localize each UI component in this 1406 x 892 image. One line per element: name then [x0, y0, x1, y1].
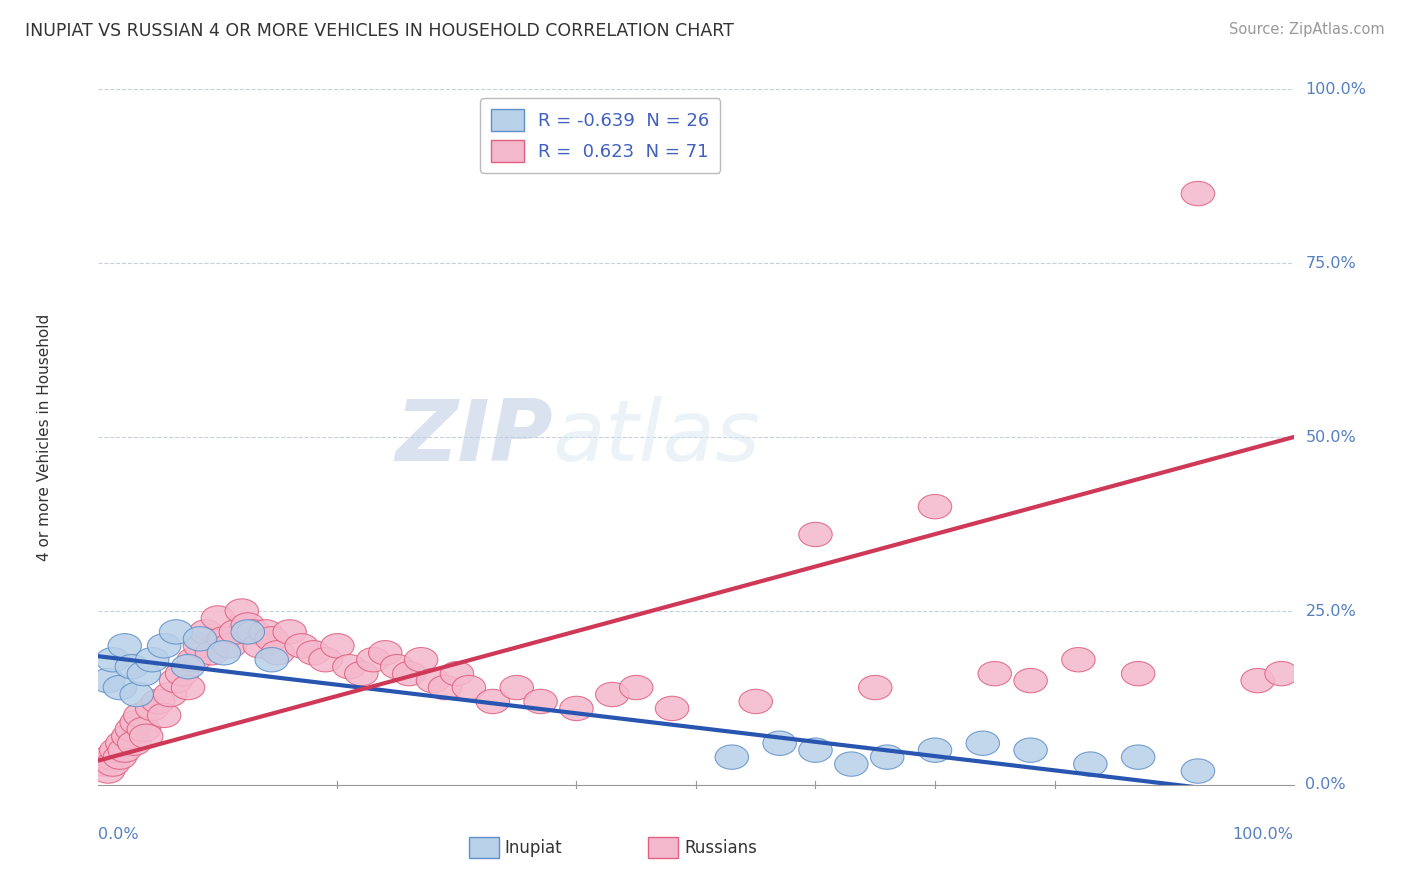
Text: 100.0%: 100.0% — [1306, 82, 1367, 96]
Text: Russians: Russians — [685, 838, 756, 856]
Text: INUPIAT VS RUSSIAN 4 OR MORE VEHICLES IN HOUSEHOLD CORRELATION CHART: INUPIAT VS RUSSIAN 4 OR MORE VEHICLES IN… — [25, 22, 734, 40]
Text: atlas: atlas — [553, 395, 761, 479]
FancyBboxPatch shape — [648, 837, 678, 858]
FancyBboxPatch shape — [470, 837, 499, 858]
Text: 50.0%: 50.0% — [1306, 430, 1357, 444]
Legend: R = -0.639  N = 26, R =  0.623  N = 71: R = -0.639 N = 26, R = 0.623 N = 71 — [481, 98, 720, 173]
Text: Inupiat: Inupiat — [505, 838, 562, 856]
Text: 4 or more Vehicles in Household: 4 or more Vehicles in Household — [37, 313, 52, 561]
Text: 0.0%: 0.0% — [98, 827, 139, 842]
Text: 75.0%: 75.0% — [1306, 256, 1357, 270]
Text: ZIP: ZIP — [395, 395, 553, 479]
Text: Source: ZipAtlas.com: Source: ZipAtlas.com — [1229, 22, 1385, 37]
Text: 100.0%: 100.0% — [1233, 827, 1294, 842]
Text: 0.0%: 0.0% — [1306, 778, 1346, 792]
Text: 25.0%: 25.0% — [1306, 604, 1357, 618]
